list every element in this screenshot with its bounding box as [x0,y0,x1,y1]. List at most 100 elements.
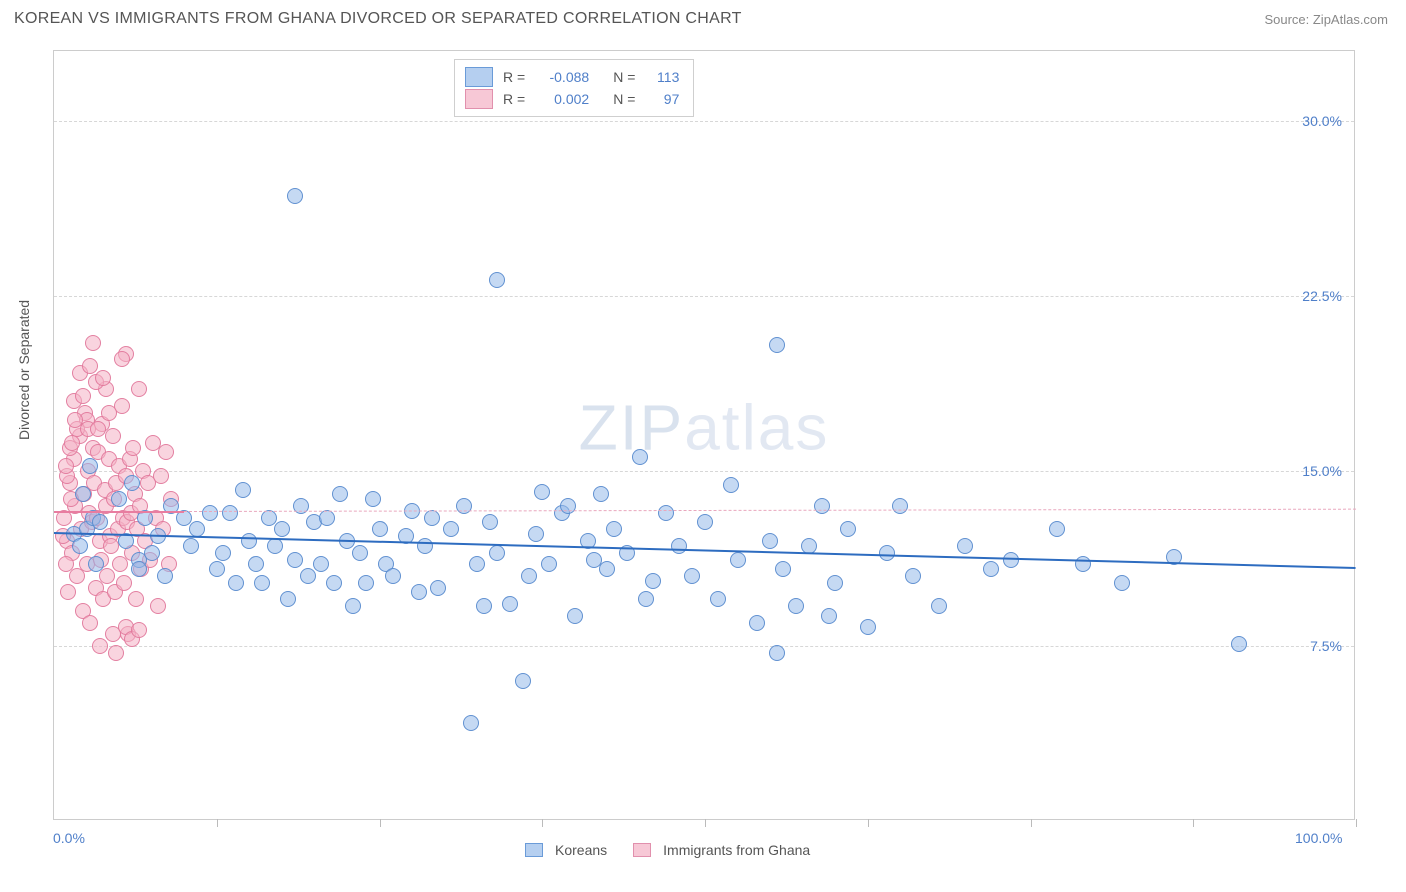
korean-point [365,491,381,507]
korean-point [710,591,726,607]
korean-point [840,521,856,537]
ghana-point [85,335,101,351]
ghana-point [150,598,166,614]
x-tick [1193,819,1194,827]
chart-header: KOREAN VS IMMIGRANTS FROM GHANA DIVORCED… [0,0,1406,36]
legend-label: Immigrants from Ghana [663,842,810,858]
ghana-point [60,584,76,600]
gridline [54,121,1354,122]
legend-swatch-pink [633,843,651,857]
r-value: 0.002 [535,88,589,110]
korean-point [332,486,348,502]
korean-point [749,615,765,631]
korean-point [463,715,479,731]
korean-point [241,533,257,549]
korean-point [476,598,492,614]
ghana-point [128,591,144,607]
y-axis-title: Divorced or Separated [16,300,32,440]
korean-point [1114,575,1130,591]
legend-swatch-blue [465,67,493,87]
korean-point [456,498,472,514]
korean-point [92,514,108,530]
korean-point [345,598,361,614]
n-value: 97 [645,88,679,110]
korean-point [443,521,459,537]
korean-point [228,575,244,591]
korean-point [879,545,895,561]
x-tick [868,819,869,827]
korean-point [931,598,947,614]
x-tick-label: 0.0% [53,830,85,846]
korean-point [489,272,505,288]
korean-point [209,561,225,577]
korean-point [261,510,277,526]
legend-row: R = 0.002 N = 97 [465,88,679,110]
korean-point [215,545,231,561]
korean-point [287,188,303,204]
ghana-point [153,468,169,484]
korean-point [1049,521,1065,537]
korean-point [593,486,609,502]
korean-point [482,514,498,530]
r-label: R = [503,66,525,88]
korean-point [775,561,791,577]
korean-point [606,521,622,537]
korean-point [319,510,335,526]
korean-point [528,526,544,542]
korean-point [287,552,303,568]
korean-point [515,673,531,689]
x-tick [1031,819,1032,827]
ghana-point [75,388,91,404]
chart-title: KOREAN VS IMMIGRANTS FROM GHANA DIVORCED… [14,10,742,28]
r-label: R = [503,88,525,110]
x-tick [380,819,381,827]
korean-point [352,545,368,561]
ghana-point [92,638,108,654]
ghana-point [105,428,121,444]
korean-point [658,505,674,521]
korean-point [645,573,661,589]
ghana-point [58,458,74,474]
korean-point [417,538,433,554]
ghana-point [82,358,98,374]
plot-area: 7.5%15.0%22.5%30.0% [54,51,1354,819]
korean-point [827,575,843,591]
korean-point [723,477,739,493]
ghana-point [103,538,119,554]
r-value: -0.088 [535,66,589,88]
ghana-point [131,381,147,397]
korean-point [183,538,199,554]
korean-point [541,556,557,572]
source-link[interactable]: ZipAtlas.com [1313,12,1388,27]
korean-point [821,608,837,624]
korean-point [411,584,427,600]
korean-point [131,561,147,577]
correlation-legend: R =-0.088N =113R =0.002N =97 [454,59,694,117]
korean-point [560,498,576,514]
korean-point [313,556,329,572]
ghana-point [125,440,141,456]
series-legend: KoreansImmigrants from Ghana [525,842,824,858]
ghana-point [64,435,80,451]
trend-line [54,511,184,513]
korean-point [75,486,91,502]
korean-point [300,568,316,584]
x-tick [542,819,543,827]
gridline [54,471,1354,472]
korean-point [274,521,290,537]
korean-point [762,533,778,549]
korean-point [489,545,505,561]
korean-point [88,556,104,572]
korean-point [372,521,388,537]
n-label: N = [613,88,635,110]
korean-point [521,568,537,584]
x-tick [217,819,218,827]
ghana-point [116,575,132,591]
korean-point [671,538,687,554]
korean-point [157,568,173,584]
chart-source: Source: ZipAtlas.com [1264,12,1388,27]
korean-point [905,568,921,584]
korean-point [1231,636,1247,652]
korean-point [502,596,518,612]
legend-swatch-blue [525,843,543,857]
